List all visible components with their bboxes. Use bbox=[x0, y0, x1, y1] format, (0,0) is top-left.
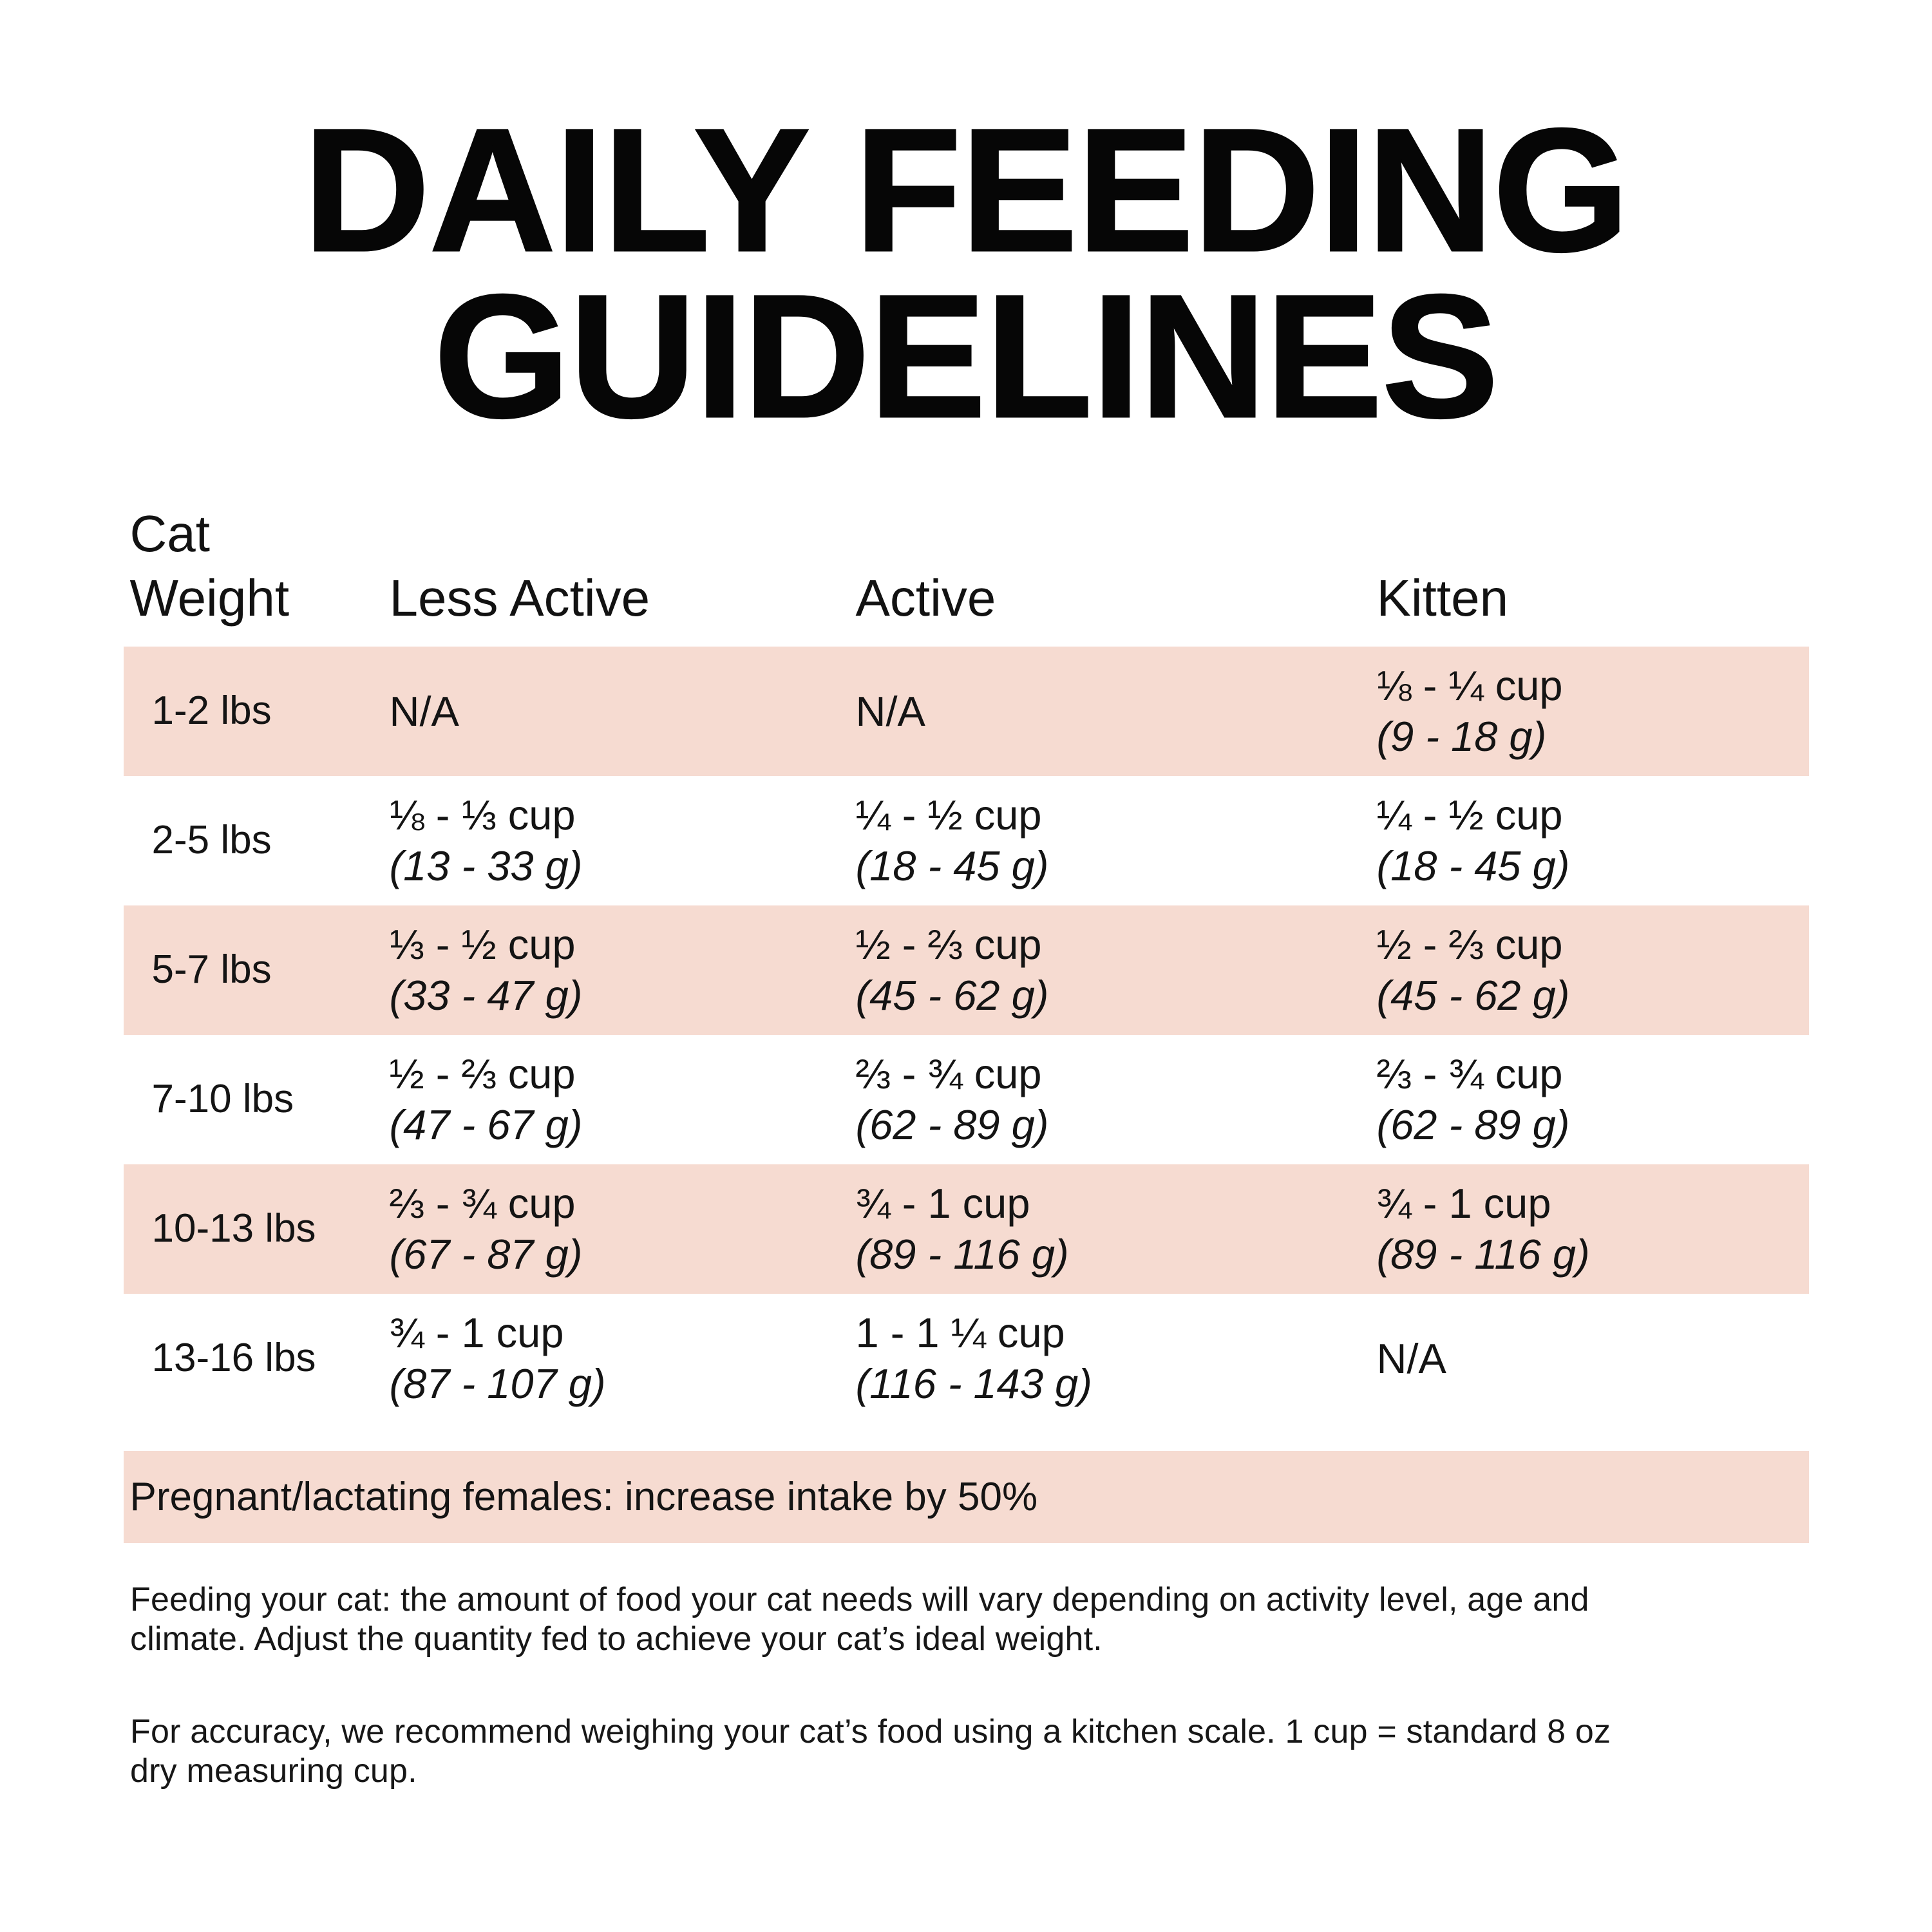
cup-range: ¾ - 1 cup bbox=[1376, 1179, 1551, 1227]
cup-range: ¾ - 1 cup bbox=[855, 1179, 1030, 1227]
cell-less-active: ½ - ⅔ cup (47 - 67 g) bbox=[390, 1048, 856, 1151]
gram-range: (116 - 143 g) bbox=[855, 1360, 1092, 1408]
gram-range: (47 - 67 g) bbox=[389, 1101, 583, 1149]
gram-range: (89 - 116 g) bbox=[855, 1231, 1069, 1278]
cell-weight: 10-13 lbs bbox=[124, 1205, 390, 1253]
page-title-line1: DAILY FEEDING bbox=[303, 92, 1631, 288]
gram-range: (89 - 116 g) bbox=[1376, 1231, 1590, 1278]
cell-kitten: ⅔ - ¾ cup (62 - 89 g) bbox=[1377, 1048, 1809, 1151]
gram-range: (33 - 47 g) bbox=[389, 972, 583, 1019]
gram-range: (18 - 45 g) bbox=[855, 842, 1049, 890]
cup-range: ½ - ⅔ cup bbox=[1376, 920, 1563, 968]
cell-weight: 1-2 lbs bbox=[124, 687, 390, 735]
table-row-7-10-lbs: 7-10 lbs ½ - ⅔ cup (47 - 67 g) ⅔ - ¾ cup… bbox=[124, 1035, 1809, 1164]
cell-kitten: ½ - ⅔ cup (45 - 62 g) bbox=[1377, 919, 1809, 1021]
header-active: Active bbox=[855, 569, 996, 627]
gram-range: (62 - 89 g) bbox=[855, 1101, 1049, 1149]
table-header-row: Cat Weight Less Active Active Kitten bbox=[124, 502, 1809, 630]
gram-range: (67 - 87 g) bbox=[389, 1231, 583, 1278]
header-less-active: Less Active bbox=[389, 569, 650, 627]
cup-range: N/A bbox=[389, 687, 459, 735]
header-kitten: Kitten bbox=[1376, 569, 1509, 627]
table-row-5-7-lbs: 5-7 lbs ⅓ - ½ cup (33 - 47 g) ½ - ⅔ cup … bbox=[123, 905, 1809, 1035]
cup-range: ⅓ - ½ cup bbox=[389, 920, 576, 968]
cell-less-active: N/A bbox=[390, 686, 856, 737]
cell-active: ½ - ⅔ cup (45 - 62 g) bbox=[856, 919, 1377, 1021]
pregnant-lactating-text: Pregnant/lactating females: increase int… bbox=[129, 1474, 1038, 1519]
cup-range: ½ - ⅔ cup bbox=[389, 1050, 576, 1097]
table-row-10-13-lbs: 10-13 lbs ⅔ - ¾ cup (67 - 87 g) ¾ - 1 cu… bbox=[123, 1164, 1809, 1294]
weight-value: 7-10 lbs bbox=[151, 1077, 294, 1122]
cell-weight: 7-10 lbs bbox=[124, 1075, 390, 1123]
footnotes: Feeding your cat: the amount of food you… bbox=[130, 1580, 1663, 1791]
weight-value: 5-7 lbs bbox=[151, 947, 272, 992]
gram-range: (45 - 62 g) bbox=[1376, 972, 1570, 1019]
cup-range: ⅔ - ¾ cup bbox=[389, 1179, 576, 1227]
page-title: DAILY FEEDING GUIDELINES bbox=[0, 0, 1932, 455]
cup-range: ¾ - 1 cup bbox=[389, 1309, 564, 1356]
cup-range: ½ - ⅔ cup bbox=[855, 920, 1042, 968]
cell-active: ⅔ - ¾ cup (62 - 89 g) bbox=[856, 1048, 1377, 1151]
gram-range: (9 - 18 g) bbox=[1376, 713, 1547, 761]
gram-range: (87 - 107 g) bbox=[389, 1360, 606, 1408]
feeding-table: Cat Weight Less Active Active Kitten 1-2… bbox=[123, 502, 1809, 1423]
footnote-accuracy: For accuracy, we recommend weighing your… bbox=[130, 1713, 1611, 1790]
cell-weight: 2-5 lbs bbox=[124, 817, 390, 864]
cup-range: 1 - 1 ¼ cup bbox=[855, 1309, 1065, 1356]
cup-range: N/A bbox=[855, 687, 925, 735]
cell-active: ¼ - ½ cup (18 - 45 g) bbox=[856, 790, 1377, 892]
table-row-13-16-lbs: 13-16 lbs ¾ - 1 cup (87 - 107 g) 1 - 1 ¼… bbox=[124, 1294, 1809, 1423]
cell-less-active: ⅛ - ⅓ cup (13 - 33 g) bbox=[390, 790, 856, 892]
gram-range: (13 - 33 g) bbox=[389, 842, 583, 890]
cup-range: ⅔ - ¾ cup bbox=[1376, 1050, 1563, 1097]
cup-range: ¼ - ½ cup bbox=[1376, 791, 1563, 838]
pregnant-lactating-banner: Pregnant/lactating females: increase int… bbox=[123, 1450, 1809, 1543]
cell-active: 1 - 1 ¼ cup (116 - 143 g) bbox=[856, 1307, 1377, 1410]
gram-range: (62 - 89 g) bbox=[1376, 1101, 1570, 1149]
cell-weight: 5-7 lbs bbox=[124, 946, 390, 994]
gram-range: (18 - 45 g) bbox=[1376, 842, 1570, 890]
cup-range: ⅛ - ⅓ cup bbox=[389, 791, 576, 838]
cell-less-active: ⅓ - ½ cup (33 - 47 g) bbox=[390, 919, 856, 1021]
gram-range: (45 - 62 g) bbox=[855, 972, 1049, 1019]
header-cat-weight: Cat Weight bbox=[124, 502, 390, 630]
cell-weight: 13-16 lbs bbox=[124, 1334, 390, 1382]
cell-kitten: ¾ - 1 cup (89 - 116 g) bbox=[1377, 1178, 1809, 1280]
cell-kitten: N/A bbox=[1377, 1333, 1809, 1384]
header-cat-weight-line1: Cat bbox=[129, 504, 211, 562]
cell-kitten: ⅛ - ¼ cup (9 - 18 g) bbox=[1377, 660, 1809, 762]
footnote-feeding: Feeding your cat: the amount of food you… bbox=[130, 1580, 1589, 1658]
header-cat-weight-line2: Weight bbox=[129, 569, 290, 627]
cup-range: ¼ - ½ cup bbox=[855, 791, 1042, 838]
cup-range: ⅔ - ¾ cup bbox=[855, 1050, 1042, 1097]
cell-less-active: ¾ - 1 cup (87 - 107 g) bbox=[390, 1307, 856, 1410]
table-row-1-2-lbs: 1-2 lbs N/A N/A ⅛ - ¼ cup (9 - 18 g) bbox=[123, 646, 1809, 776]
cell-active: ¾ - 1 cup (89 - 116 g) bbox=[856, 1178, 1377, 1280]
table-row-2-5-lbs: 2-5 lbs ⅛ - ⅓ cup (13 - 33 g) ¼ - ½ cup … bbox=[124, 776, 1809, 905]
page-title-line2: GUIDELINES bbox=[433, 258, 1499, 455]
weight-value: 1-2 lbs bbox=[151, 688, 272, 734]
weight-value: 13-16 lbs bbox=[151, 1336, 316, 1381]
cell-kitten: ¼ - ½ cup (18 - 45 g) bbox=[1377, 790, 1809, 892]
weight-value: 2-5 lbs bbox=[151, 818, 272, 863]
cell-less-active: ⅔ - ¾ cup (67 - 87 g) bbox=[390, 1178, 856, 1280]
cup-range: ⅛ - ¼ cup bbox=[1376, 661, 1563, 709]
cup-range: N/A bbox=[1376, 1334, 1446, 1382]
weight-value: 10-13 lbs bbox=[151, 1206, 316, 1251]
cell-active: N/A bbox=[856, 686, 1377, 737]
